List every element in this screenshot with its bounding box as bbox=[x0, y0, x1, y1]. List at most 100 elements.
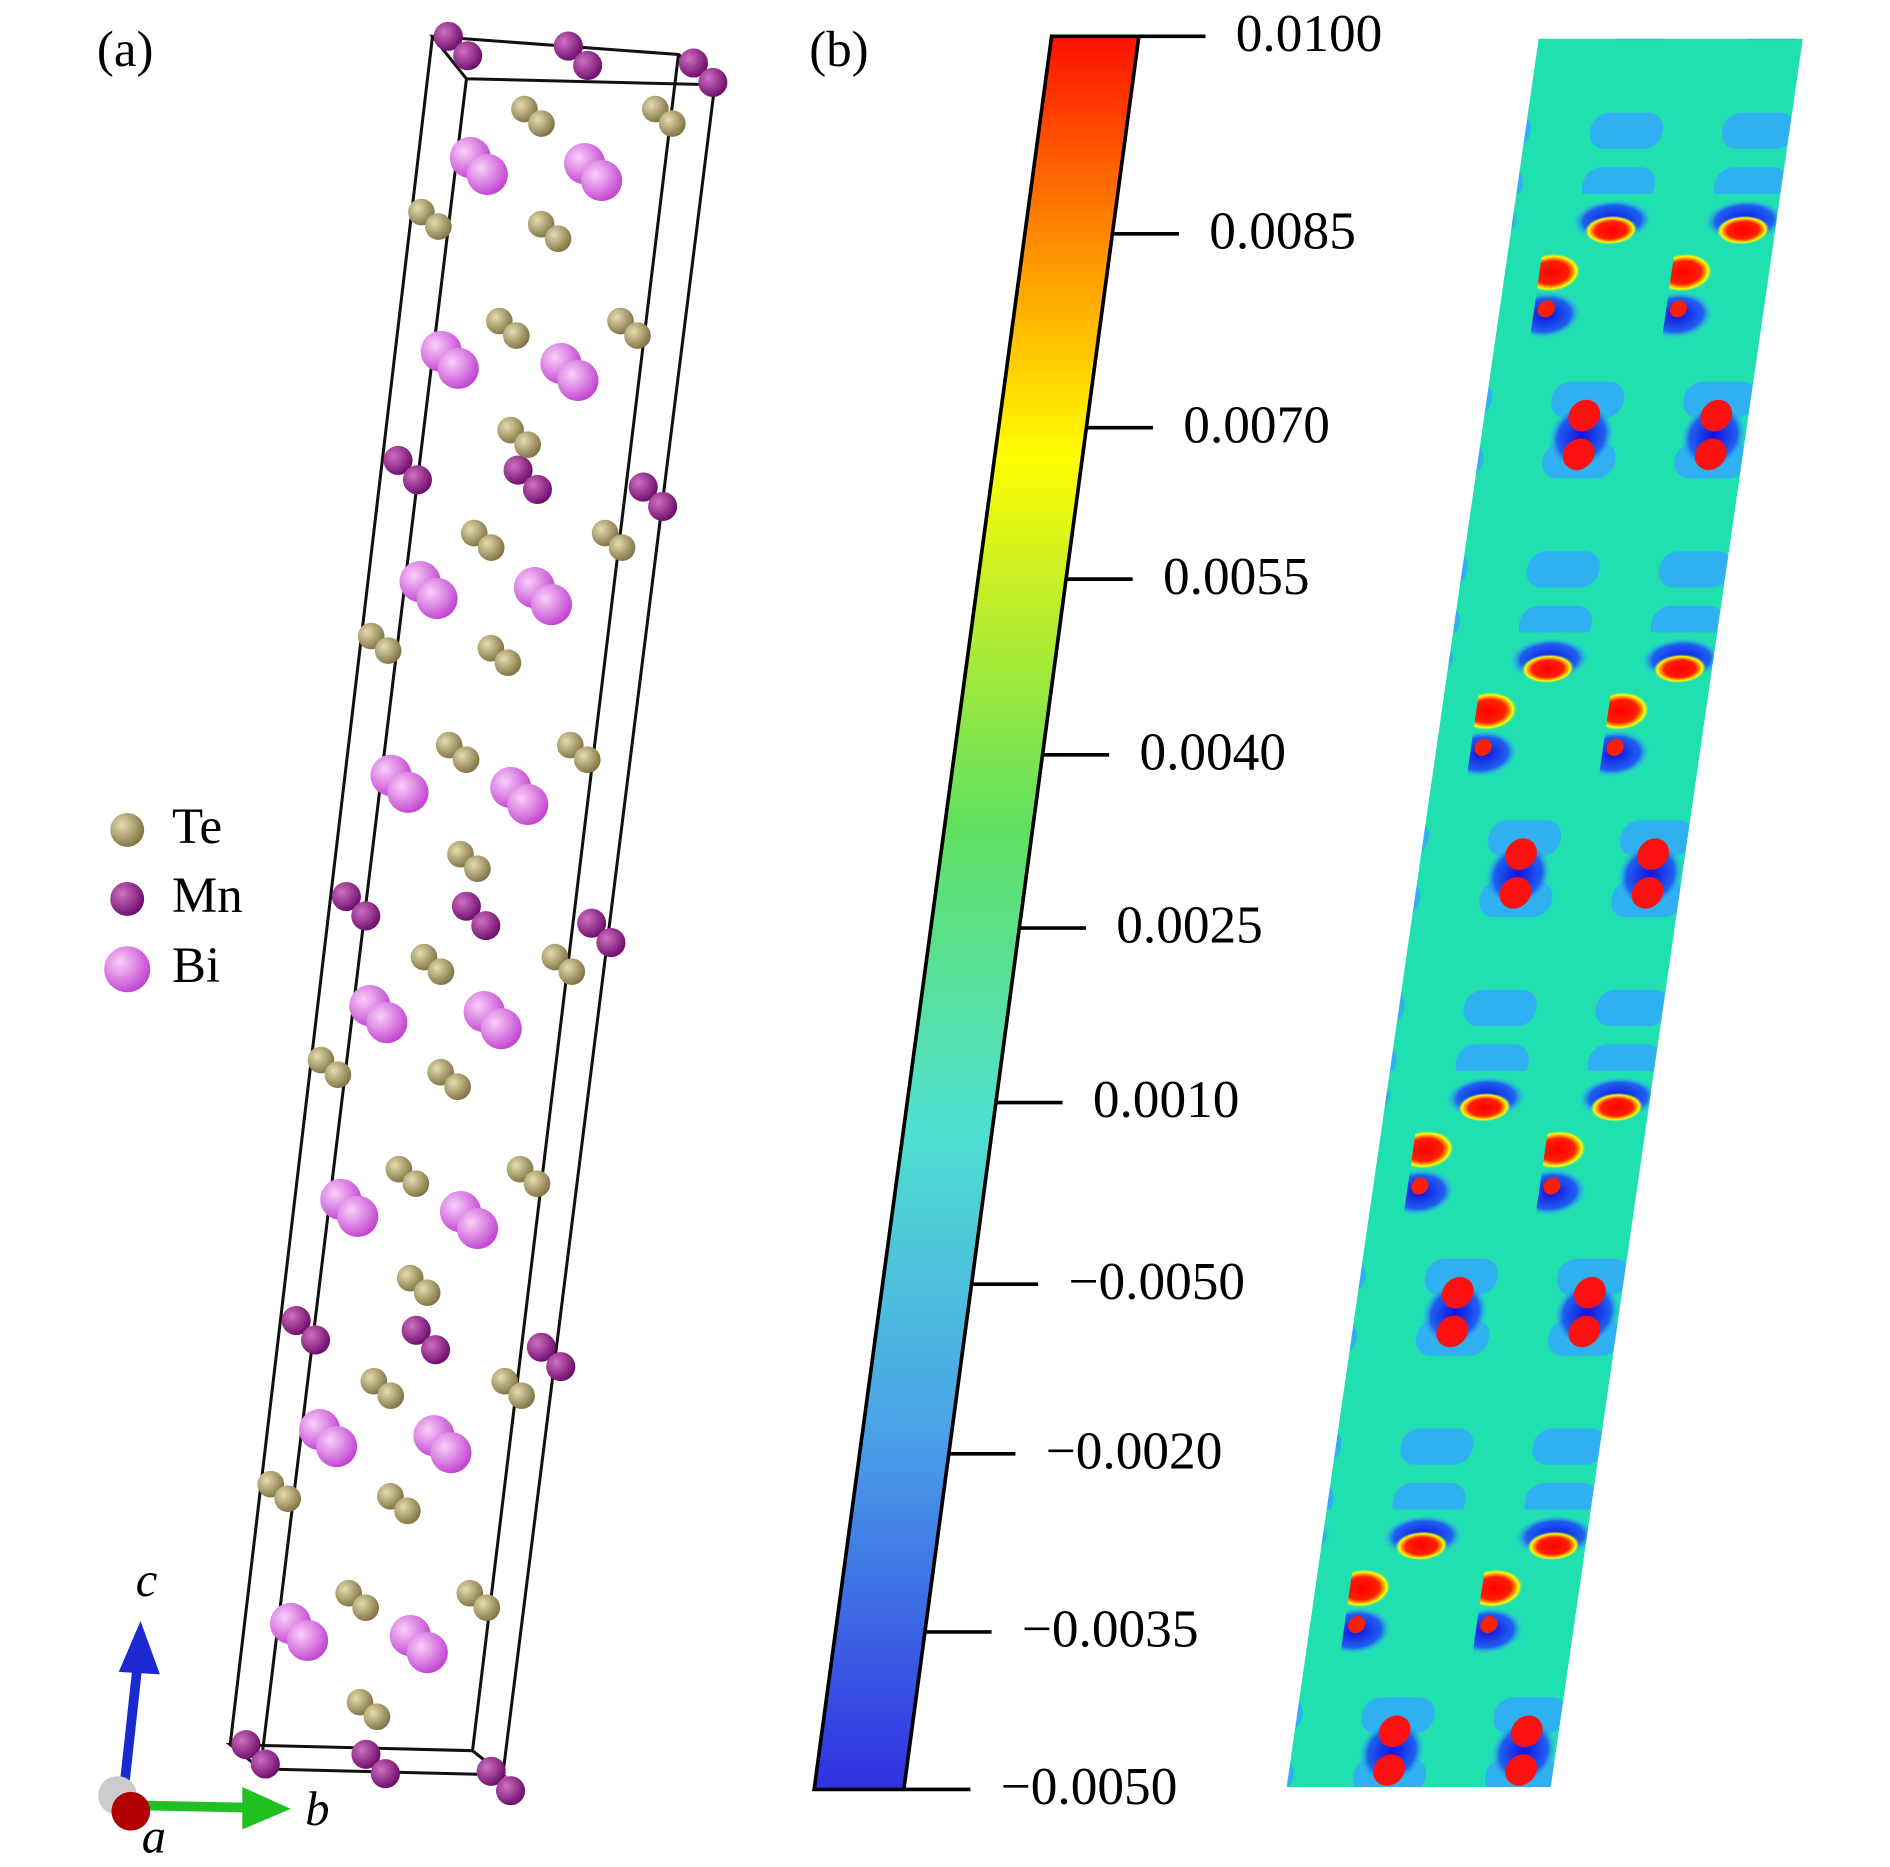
bi-atom bbox=[466, 153, 508, 196]
mn-atom bbox=[401, 1315, 431, 1345]
te-atom bbox=[394, 1497, 421, 1525]
te-atom bbox=[413, 1279, 441, 1307]
mn-atom bbox=[678, 48, 709, 78]
bi-atom bbox=[437, 347, 479, 389]
te-atom bbox=[608, 534, 636, 561]
te-atom bbox=[658, 110, 686, 137]
mn-atom bbox=[522, 474, 552, 505]
mn-atom bbox=[301, 1325, 331, 1355]
mn-atom bbox=[453, 41, 483, 71]
colorbar-tick-label: 0.0025 bbox=[1116, 896, 1263, 955]
mn-atom bbox=[553, 31, 583, 61]
mn-atom bbox=[596, 928, 626, 958]
legend-label: Mn bbox=[172, 868, 243, 924]
bi-atom bbox=[315, 1425, 358, 1468]
mn-atom bbox=[471, 911, 501, 941]
te-atom bbox=[514, 431, 541, 458]
bi-atom bbox=[430, 1432, 472, 1474]
mn-atom bbox=[495, 1776, 526, 1806]
colorbar-tick-label: 0.0070 bbox=[1183, 395, 1330, 454]
bi-atom bbox=[507, 783, 549, 826]
te-atom bbox=[352, 1594, 379, 1622]
axis-label: c bbox=[136, 1554, 158, 1607]
mn-atom bbox=[351, 1739, 381, 1769]
bi-atom bbox=[406, 1631, 448, 1674]
colorbar-tick-label: −0.0050 bbox=[1001, 1757, 1178, 1816]
colorbar-tick-label: 0.0055 bbox=[1163, 547, 1310, 606]
mn-atom bbox=[250, 1749, 280, 1779]
mn-atom bbox=[433, 21, 463, 51]
te-atom bbox=[452, 746, 480, 773]
mn-atom bbox=[402, 465, 432, 495]
mn-atom bbox=[331, 882, 361, 912]
colorbar-tick-label: −0.0035 bbox=[1022, 1600, 1199, 1659]
colorbar-tick-label: 0.0040 bbox=[1139, 722, 1286, 781]
mn-atom bbox=[503, 455, 533, 485]
te-atom bbox=[473, 1594, 501, 1622]
legend-label: Bi bbox=[172, 938, 220, 994]
legend-label: Te bbox=[172, 799, 222, 855]
mn-atom bbox=[573, 50, 603, 80]
te-atom bbox=[464, 855, 491, 883]
te-atom bbox=[374, 637, 402, 664]
te-atom bbox=[508, 1382, 535, 1410]
panel-label: (b) bbox=[809, 22, 868, 78]
mn-atom bbox=[370, 1759, 400, 1789]
density-map bbox=[1286, 38, 1803, 1788]
mn-atom bbox=[421, 1335, 451, 1365]
atoms bbox=[231, 21, 728, 1806]
bi-atom bbox=[456, 1207, 499, 1250]
mn-atom bbox=[546, 1352, 576, 1382]
legend-marker bbox=[110, 812, 145, 847]
mn-atom bbox=[698, 67, 728, 97]
bi-atom bbox=[387, 771, 429, 813]
mn-atom bbox=[577, 908, 607, 938]
te-atom bbox=[477, 534, 505, 561]
bi-atom bbox=[581, 159, 623, 202]
colorbar-tick-label: 0.0100 bbox=[1236, 4, 1383, 63]
te-atom bbox=[274, 1485, 302, 1513]
bi-atom bbox=[286, 1619, 329, 1662]
bi-atom bbox=[337, 1195, 379, 1237]
colorbar-ticks: 0.0100 0.0085 0.0070 0.0055 0.0040 0.0025 0.00… bbox=[903, 4, 1383, 1816]
mn-atom bbox=[628, 472, 658, 502]
mn-atom bbox=[526, 1332, 556, 1362]
bi-atom bbox=[366, 1001, 408, 1044]
colorbar bbox=[812, 34, 1141, 1792]
density-panel: (b) 0.0100 0.0085 0.0070 0.0055 0.0040 0.0025… bbox=[809, 4, 1803, 1816]
colorbar-tick-label: 0.0010 bbox=[1093, 1070, 1240, 1129]
axis-triad bbox=[98, 1621, 291, 1831]
colorbar-tick-label: −0.0020 bbox=[1046, 1422, 1223, 1481]
te-atom bbox=[402, 1170, 430, 1198]
te-atom bbox=[427, 958, 455, 985]
bi-atom bbox=[557, 359, 599, 402]
te-atom bbox=[377, 1382, 405, 1410]
te-atom bbox=[624, 322, 651, 349]
te-atom bbox=[558, 958, 586, 985]
mn-atom bbox=[648, 491, 678, 521]
mn-atom bbox=[476, 1756, 506, 1786]
te-atom bbox=[494, 649, 522, 677]
te-atom bbox=[425, 213, 452, 240]
crystal-panel: (a) Te Mn Bi c b a bbox=[97, 21, 728, 1864]
axis-label: a bbox=[142, 1811, 166, 1864]
te-atom bbox=[528, 110, 555, 137]
te-atom bbox=[324, 1061, 352, 1088]
mn-atom bbox=[281, 1306, 311, 1336]
legend-marker bbox=[104, 946, 151, 993]
axis-label: b bbox=[305, 1783, 329, 1836]
bi-atom bbox=[530, 583, 572, 626]
te-atom bbox=[444, 1073, 471, 1101]
colorbar-tick-label: 0.0085 bbox=[1209, 201, 1356, 260]
panel-label: (a) bbox=[97, 22, 153, 78]
bi-atom bbox=[480, 1008, 522, 1050]
legend-marker bbox=[110, 882, 145, 916]
te-atom bbox=[544, 225, 572, 253]
te-atom bbox=[573, 746, 601, 773]
mn-atom bbox=[383, 445, 413, 475]
te-atom bbox=[363, 1703, 391, 1731]
mn-atom bbox=[451, 891, 481, 921]
colorbar-tick-label: −0.0050 bbox=[1068, 1252, 1245, 1311]
